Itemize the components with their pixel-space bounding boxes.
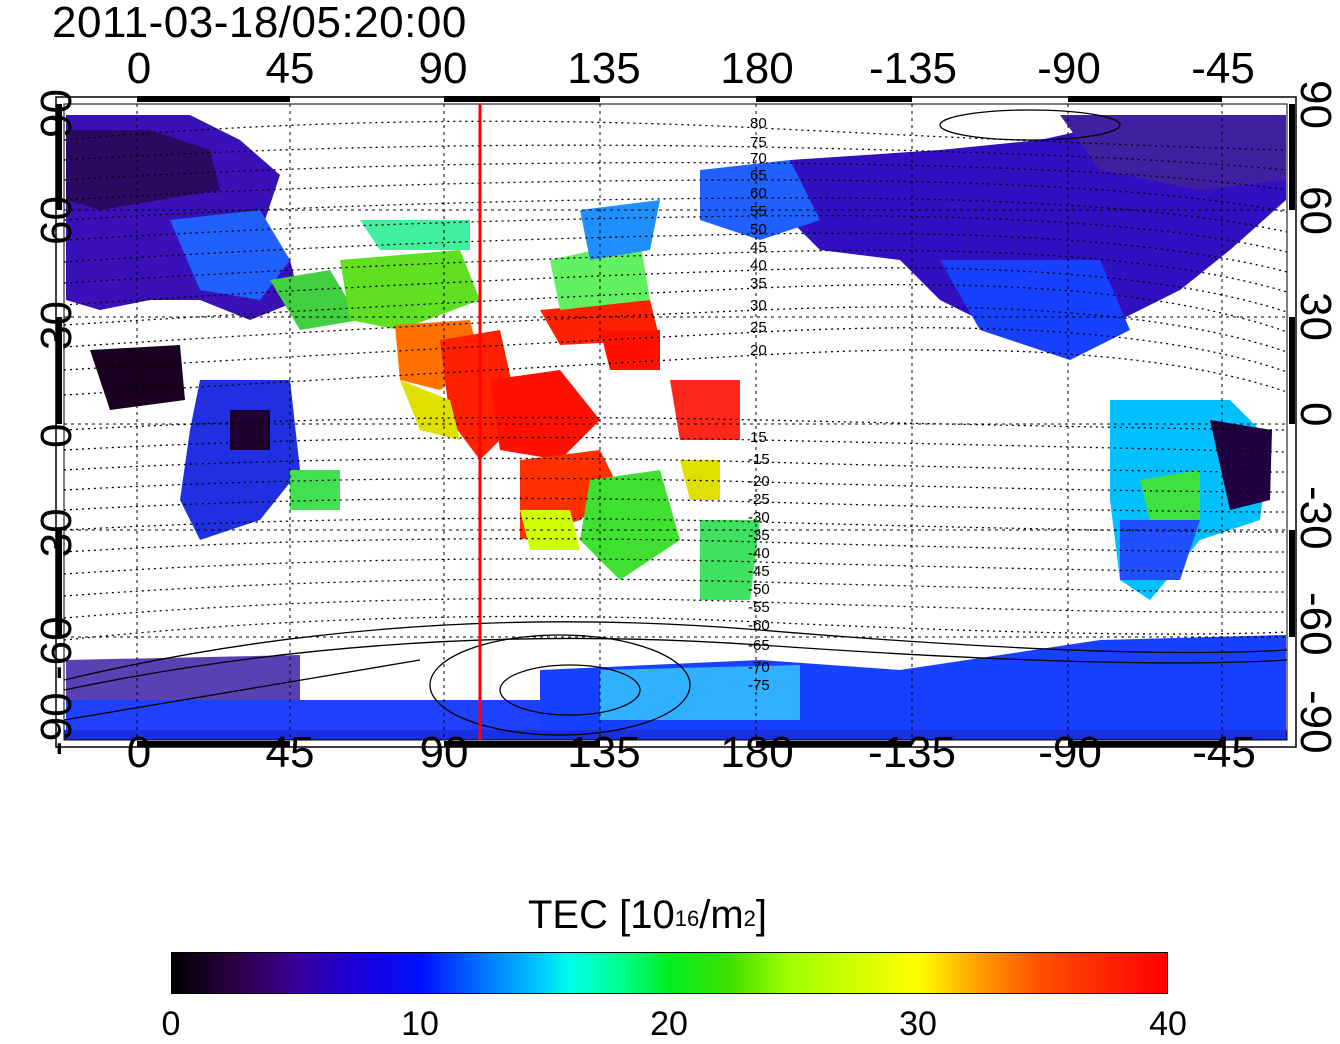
contour-label: -50 <box>748 581 770 598</box>
lon-label-bottom-45: 45 <box>265 728 315 777</box>
lat-label-left-90: 90 <box>32 89 81 138</box>
contour-label: 45 <box>750 239 767 256</box>
lat-label-left-60: 60 <box>32 196 81 245</box>
lon-label-bottom-90: 90 <box>419 728 469 777</box>
lat-label-right-30: 30 <box>1291 292 1340 341</box>
lon-label-top-0: 0 <box>126 44 152 93</box>
lat-label-right-m60: -60 <box>1291 592 1340 656</box>
colorbar-tick-20: 20 <box>650 1005 688 1043</box>
contour-label: -35 <box>748 527 770 544</box>
contour-label: -70 <box>748 659 770 676</box>
contour-label: -30 <box>748 509 770 526</box>
contour-label: -40 <box>748 545 770 562</box>
frame-ticks <box>56 96 1295 747</box>
lat-label-right-90: 90 <box>1291 80 1340 129</box>
lon-label-bottom-m90: -90 <box>1038 728 1102 777</box>
lat-label-left-0: 0 <box>32 423 81 448</box>
contour-label: 30 <box>750 297 767 314</box>
contour-label: 80 <box>750 115 767 132</box>
pole-contours <box>64 109 1287 736</box>
lon-label-top-m45: -45 <box>1191 44 1255 93</box>
colorbar-tick-40: 40 <box>1149 1005 1187 1043</box>
lon-label-top-m90: -90 <box>1037 44 1101 93</box>
contour-label: 75 <box>750 134 767 151</box>
contour-label: 35 <box>750 275 767 292</box>
colorbar-title: TEC [1016/m2] <box>528 893 768 937</box>
tec-colorbar <box>171 952 1168 994</box>
colorbar-tick-30: 30 <box>899 1005 937 1043</box>
contour-label: 50 <box>750 221 767 238</box>
lon-label-bottom-135: 135 <box>567 728 641 777</box>
lat-label-left-30: 30 <box>32 301 81 350</box>
contour-label: -15 <box>748 451 770 468</box>
lon-label-bottom-m135: -135 <box>867 728 957 777</box>
lat-label-right-m30: -30 <box>1291 486 1340 550</box>
lon-label-bottom-m45: -45 <box>1192 728 1256 777</box>
contour-label: 60 <box>750 185 767 202</box>
contour-label: -45 <box>748 563 770 580</box>
lon-label-top-m135: -135 <box>868 44 958 93</box>
lon-label-bottom-180: 180 <box>720 728 794 777</box>
lon-label-top-90: 90 <box>418 44 468 93</box>
contour-label: 70 <box>750 150 767 167</box>
lat-label-right-0: 0 <box>1291 402 1340 427</box>
lat-label-right-m90: -90 <box>1291 690 1340 754</box>
lon-label-top-180: 180 <box>720 44 794 93</box>
contour-label: 40 <box>750 257 767 274</box>
contour-label: 15 <box>750 429 767 446</box>
contour-label: -75 <box>748 677 770 694</box>
lat-label-right-60: 60 <box>1291 186 1340 235</box>
contour-label: 20 <box>750 342 767 359</box>
timestamp-title: 2011-03-18/05:20:00 <box>52 0 467 47</box>
colorbar-tick-10: 10 <box>401 1005 439 1043</box>
contour-label: -55 <box>748 599 770 616</box>
colorbar-tick-0: 0 <box>161 1005 181 1043</box>
contour-label: 65 <box>750 167 767 184</box>
lon-label-top-135: 135 <box>567 44 641 93</box>
lon-label-bottom-0: 0 <box>126 728 152 777</box>
lat-label-left-m60: -60 <box>32 616 81 680</box>
lon-label-top-45: 45 <box>265 44 315 93</box>
contour-label: 25 <box>750 319 767 336</box>
graticule <box>64 104 1287 740</box>
contour-label: 55 <box>750 203 767 220</box>
contour-label: -20 <box>748 473 770 490</box>
contour-label: -65 <box>748 637 770 654</box>
contour-label: -60 <box>748 617 770 634</box>
lat-label-left-m30: -30 <box>32 508 81 572</box>
contour-label: -25 <box>748 491 770 508</box>
